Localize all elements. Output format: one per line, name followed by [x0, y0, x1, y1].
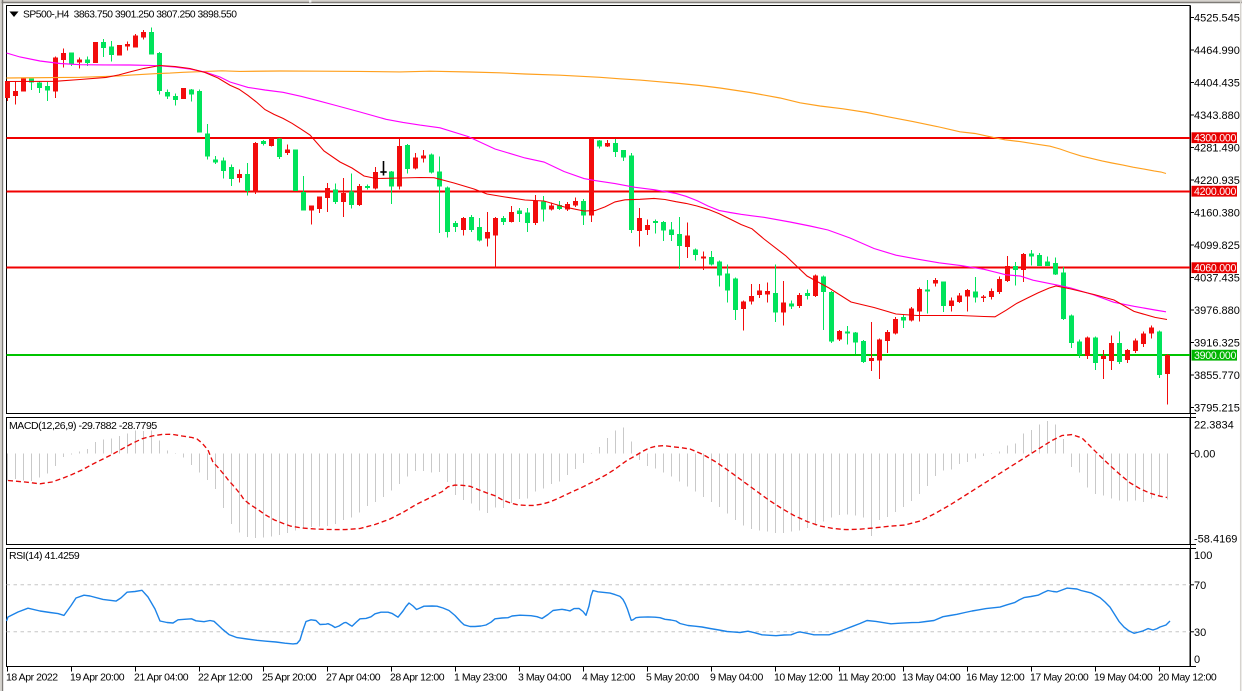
svg-text:22.3834: 22.3834 — [1194, 419, 1234, 431]
svg-text:18 Apr 2022: 18 Apr 2022 — [6, 672, 58, 684]
svg-text:20 May 12:00: 20 May 12:00 — [1158, 672, 1217, 684]
svg-text:9 May 04:00: 9 May 04:00 — [710, 672, 763, 684]
svg-text:4060.000: 4060.000 — [1194, 263, 1237, 275]
svg-text:4404.435: 4404.435 — [1194, 78, 1240, 90]
svg-text:4099.825: 4099.825 — [1194, 240, 1240, 252]
svg-text:4464.990: 4464.990 — [1194, 45, 1240, 57]
svg-text:4220.935: 4220.935 — [1194, 175, 1240, 187]
svg-text:10 May 12:00: 10 May 12:00 — [774, 672, 833, 684]
svg-text:3916.325: 3916.325 — [1194, 338, 1240, 350]
svg-text:11 May 20:00: 11 May 20:00 — [838, 672, 896, 684]
svg-text:1 May 23:00: 1 May 23:00 — [454, 672, 507, 684]
svg-text:RSI(14) 41.4259: RSI(14) 41.4259 — [9, 550, 80, 562]
svg-text:4343.880: 4343.880 — [1194, 110, 1240, 122]
svg-text:4160.380: 4160.380 — [1194, 208, 1240, 220]
svg-text:5 May 20:00: 5 May 20:00 — [646, 672, 699, 684]
svg-text:0.00: 0.00 — [1194, 448, 1215, 460]
svg-text:28 Apr 12:00: 28 Apr 12:00 — [390, 672, 445, 684]
svg-text:27 Apr 04:00: 27 Apr 04:00 — [326, 672, 381, 684]
svg-text:70: 70 — [1194, 580, 1206, 592]
svg-text:4200.000: 4200.000 — [1194, 186, 1237, 198]
svg-text:MACD(12,26,9) -29.7882 -28.779: MACD(12,26,9) -29.7882 -28.7795 — [9, 420, 157, 432]
svg-text:3976.880: 3976.880 — [1194, 305, 1240, 317]
svg-text:22 Apr 12:00: 22 Apr 12:00 — [198, 672, 253, 684]
svg-text:4525.545: 4525.545 — [1194, 13, 1240, 25]
svg-text:4 May 12:00: 4 May 12:00 — [582, 672, 635, 684]
svg-text:-58.4169: -58.4169 — [1194, 534, 1237, 546]
svg-text:4037.435: 4037.435 — [1194, 273, 1240, 285]
svg-text:3900.000: 3900.000 — [1194, 350, 1237, 362]
svg-text:4300.000: 4300.000 — [1194, 133, 1237, 145]
svg-text:100: 100 — [1194, 550, 1212, 562]
svg-text:16 May 12:00: 16 May 12:00 — [966, 672, 1025, 684]
svg-text:19 May 04:00: 19 May 04:00 — [1094, 672, 1153, 684]
svg-text:4281.490: 4281.490 — [1194, 143, 1240, 155]
svg-text:SP500-,H4 3863.750 3901.250 3: SP500-,H4 3863.750 3901.250 3807.250 389… — [23, 10, 237, 21]
svg-text:17 May 20:00: 17 May 20:00 — [1030, 672, 1089, 684]
svg-text:0: 0 — [1194, 654, 1200, 666]
svg-text:19 Apr 20:00: 19 Apr 20:00 — [70, 672, 125, 684]
svg-text:3 May 04:00: 3 May 04:00 — [518, 672, 571, 684]
svg-text:25 Apr 20:00: 25 Apr 20:00 — [262, 672, 317, 684]
svg-text:21 Apr 04:00: 21 Apr 04:00 — [134, 672, 189, 684]
svg-text:30: 30 — [1194, 627, 1206, 639]
svg-text:13 May 04:00: 13 May 04:00 — [902, 672, 961, 684]
svg-text:3795.215: 3795.215 — [1194, 403, 1240, 415]
svg-text:3855.770: 3855.770 — [1194, 370, 1240, 382]
